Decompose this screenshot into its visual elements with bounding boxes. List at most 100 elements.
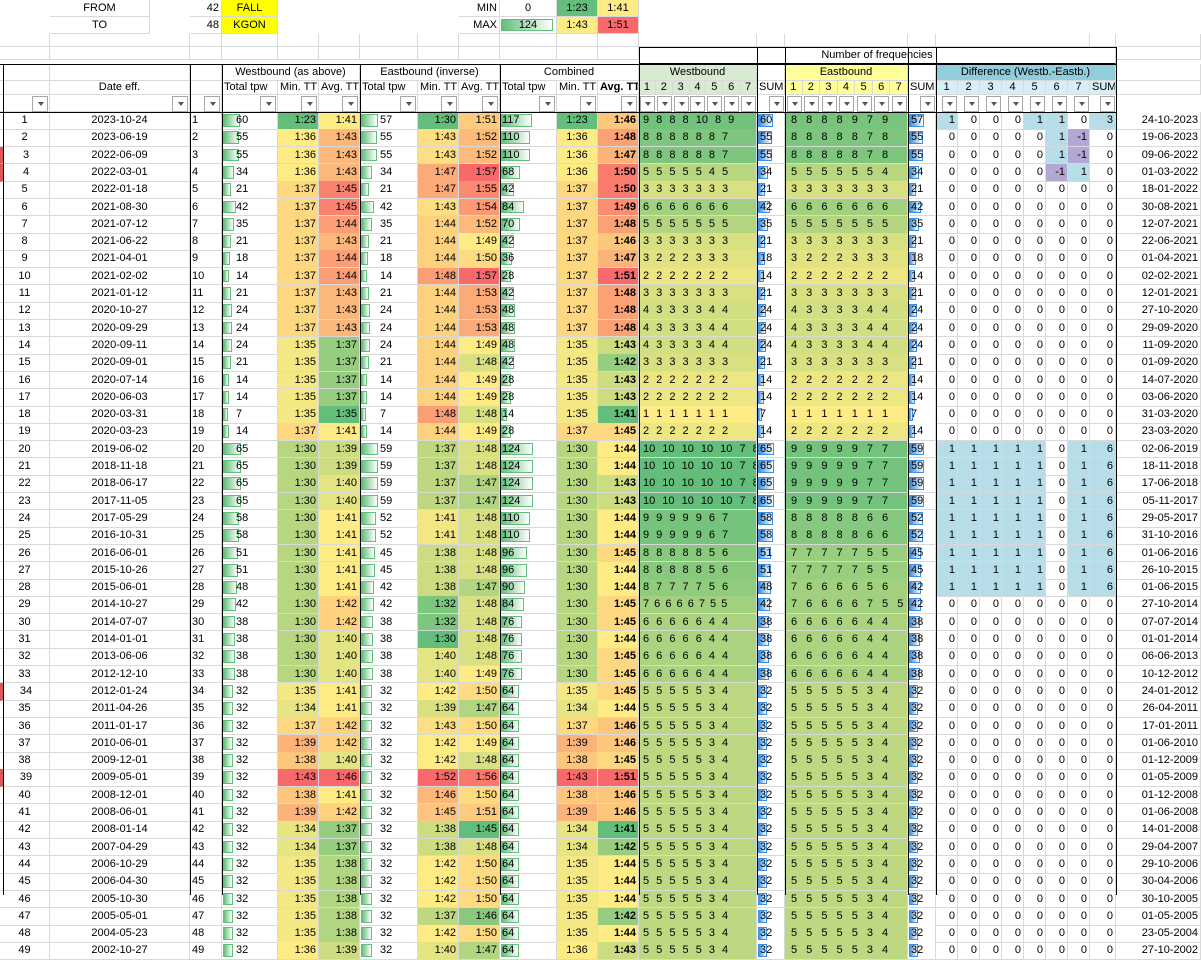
eastbound-min-tt[interactable]: 1:47 (418, 163, 459, 182)
westbound-sum[interactable]: 32 (757, 786, 785, 805)
empty-cell[interactable] (319, 34, 360, 47)
filter-dropdown-button[interactable] (690, 96, 706, 112)
westbound-min-tt[interactable]: 1:36 (278, 129, 319, 148)
row-number[interactable]: 27 (0, 561, 50, 580)
combined-avg-tt[interactable]: 1:44 (598, 925, 639, 943)
difference-day-1[interactable]: 0 (936, 198, 958, 217)
westbound-sum[interactable]: 65 (757, 458, 785, 476)
difference-day-3[interactable]: 0 (980, 613, 1002, 632)
date-display[interactable]: 31-03-2020 (1116, 406, 1201, 424)
date-effective[interactable]: 2008-01-14 (50, 821, 190, 840)
eastbound-sum[interactable]: 32 (908, 855, 936, 874)
index-cell[interactable]: 48 (190, 925, 222, 943)
difference-day-2[interactable]: 0 (958, 112, 980, 130)
date-display[interactable]: 09-06-2022 (1116, 146, 1201, 165)
date-display[interactable]: 03-06-2020 (1116, 388, 1201, 407)
eastbound-total-tpw[interactable]: 52 (360, 527, 418, 545)
index-cell[interactable]: 21 (190, 458, 222, 476)
westbound-avg-tt[interactable]: 1:40 (319, 492, 360, 511)
difference-day-5[interactable]: 1 (1024, 527, 1046, 545)
empty-cell[interactable] (222, 34, 278, 47)
combined-total-tpw[interactable]: 14 (500, 406, 557, 424)
difference-day-3[interactable]: 0 (980, 215, 1002, 234)
eastbound-avg-tt[interactable]: 1:48 (459, 406, 500, 424)
eastbound-sum[interactable]: 42 (908, 198, 936, 217)
eastbound-min-tt[interactable]: 1:47 (418, 181, 459, 199)
difference-day-1[interactable]: 0 (936, 371, 958, 390)
difference-day-3[interactable]: 0 (980, 838, 1002, 857)
date-effective[interactable]: 2009-05-01 (50, 769, 190, 788)
difference-sum[interactable]: 0 (1090, 319, 1116, 338)
westbound-avg-tt[interactable]: 1:40 (319, 665, 360, 684)
eastbound-min-tt[interactable]: 1:41 (418, 509, 459, 528)
difference-day-5[interactable]: 0 (1024, 406, 1046, 424)
westbound-avg-tt[interactable]: 1:39 (319, 440, 360, 459)
eastbound-total-tpw[interactable]: 18 (360, 250, 418, 269)
difference-day-3[interactable]: 0 (980, 925, 1002, 943)
difference-day-6[interactable]: 0 (1046, 734, 1068, 753)
difference-day-2[interactable]: 0 (958, 925, 980, 943)
difference-day-6[interactable]: 1 (1046, 112, 1068, 130)
difference-day-1[interactable]: 0 (936, 233, 958, 251)
difference-day-3[interactable]: 0 (980, 804, 1002, 822)
difference-day-3[interactable]: 1 (980, 458, 1002, 476)
empty-cell[interactable] (319, 47, 360, 60)
date-effective[interactable]: 2021-08-30 (50, 198, 190, 217)
combined-avg-tt[interactable]: 1:47 (598, 146, 639, 165)
difference-day-4[interactable]: 0 (1002, 855, 1024, 874)
difference-day-2[interactable]: 0 (958, 855, 980, 874)
combined-avg-tt[interactable]: 1:51 (598, 769, 639, 788)
date-display[interactable]: 30-10-2005 (1116, 890, 1201, 909)
difference-sum[interactable]: 6 (1090, 527, 1116, 545)
eastbound-total-tpw[interactable]: 14 (360, 388, 418, 407)
eastbound-sum[interactable]: 35 (908, 215, 936, 234)
difference-day-5[interactable]: 0 (1024, 319, 1046, 338)
eastbound-sum[interactable]: 59 (908, 492, 936, 511)
difference-day-7[interactable]: 0 (1068, 250, 1090, 269)
date-display[interactable]: 06-06-2013 (1116, 648, 1201, 667)
difference-day-7[interactable]: 0 (1068, 752, 1090, 770)
westbound-min-tt[interactable]: 1:30 (278, 613, 319, 632)
difference-day-3[interactable]: 1 (980, 579, 1002, 597)
empty-cell[interactable] (598, 34, 639, 47)
date-display[interactable]: 22-06-2021 (1116, 233, 1201, 251)
date-effective[interactable]: 2012-01-24 (50, 682, 190, 701)
combined-avg-tt[interactable]: 1:45 (598, 544, 639, 563)
difference-day-3[interactable]: 0 (980, 596, 1002, 615)
index-cell[interactable]: 39 (190, 769, 222, 788)
date-display[interactable]: 24-01-2012 (1116, 682, 1201, 701)
row-number[interactable]: 26 (0, 544, 50, 563)
difference-day-4[interactable]: 0 (1002, 112, 1024, 130)
eastbound-total-tpw[interactable]: 32 (360, 890, 418, 909)
difference-sum[interactable]: 0 (1090, 648, 1116, 667)
difference-day-7[interactable]: 0 (1068, 596, 1090, 615)
eastbound-sum[interactable]: 57 (908, 112, 936, 130)
westbound-avg-tt[interactable]: 1:35 (319, 406, 360, 424)
difference-day-5[interactable]: 0 (1024, 129, 1046, 148)
combined-total-tpw[interactable]: 84 (500, 596, 557, 615)
westbound-avg-tt[interactable]: 1:41 (319, 509, 360, 528)
empty-cell[interactable] (936, 34, 1090, 47)
date-effective[interactable]: 2014-07-07 (50, 613, 190, 632)
westbound-avg-tt[interactable]: 1:43 (319, 302, 360, 321)
difference-day-3[interactable]: 1 (980, 440, 1002, 459)
difference-day-5[interactable]: 0 (1024, 215, 1046, 234)
difference-day-4[interactable]: 0 (1002, 181, 1024, 199)
date-display[interactable]: 01-05-2005 (1116, 907, 1201, 926)
difference-day-1[interactable]: 1 (936, 509, 958, 528)
row-number[interactable]: 16 (0, 371, 50, 390)
difference-day-7[interactable]: 0 (1068, 613, 1090, 632)
difference-day-4[interactable]: 0 (1002, 388, 1024, 407)
difference-sum[interactable]: 0 (1090, 423, 1116, 442)
combined-avg-tt[interactable]: 1:43 (598, 492, 639, 511)
difference-day-5[interactable]: 0 (1024, 682, 1046, 701)
combined-total-tpw[interactable]: 28 (500, 423, 557, 442)
index-cell[interactable]: 12 (190, 302, 222, 321)
westbound-avg-tt[interactable]: 1:40 (319, 648, 360, 667)
westbound-min-tt[interactable]: 1:30 (278, 544, 319, 563)
filter-dropdown-button[interactable] (821, 96, 837, 112)
difference-day-2[interactable]: 0 (958, 285, 980, 303)
filter-dropdown-button[interactable] (580, 96, 596, 112)
combined-total-tpw[interactable]: 64 (500, 786, 557, 805)
westbound-sum[interactable]: 60 (757, 112, 785, 130)
